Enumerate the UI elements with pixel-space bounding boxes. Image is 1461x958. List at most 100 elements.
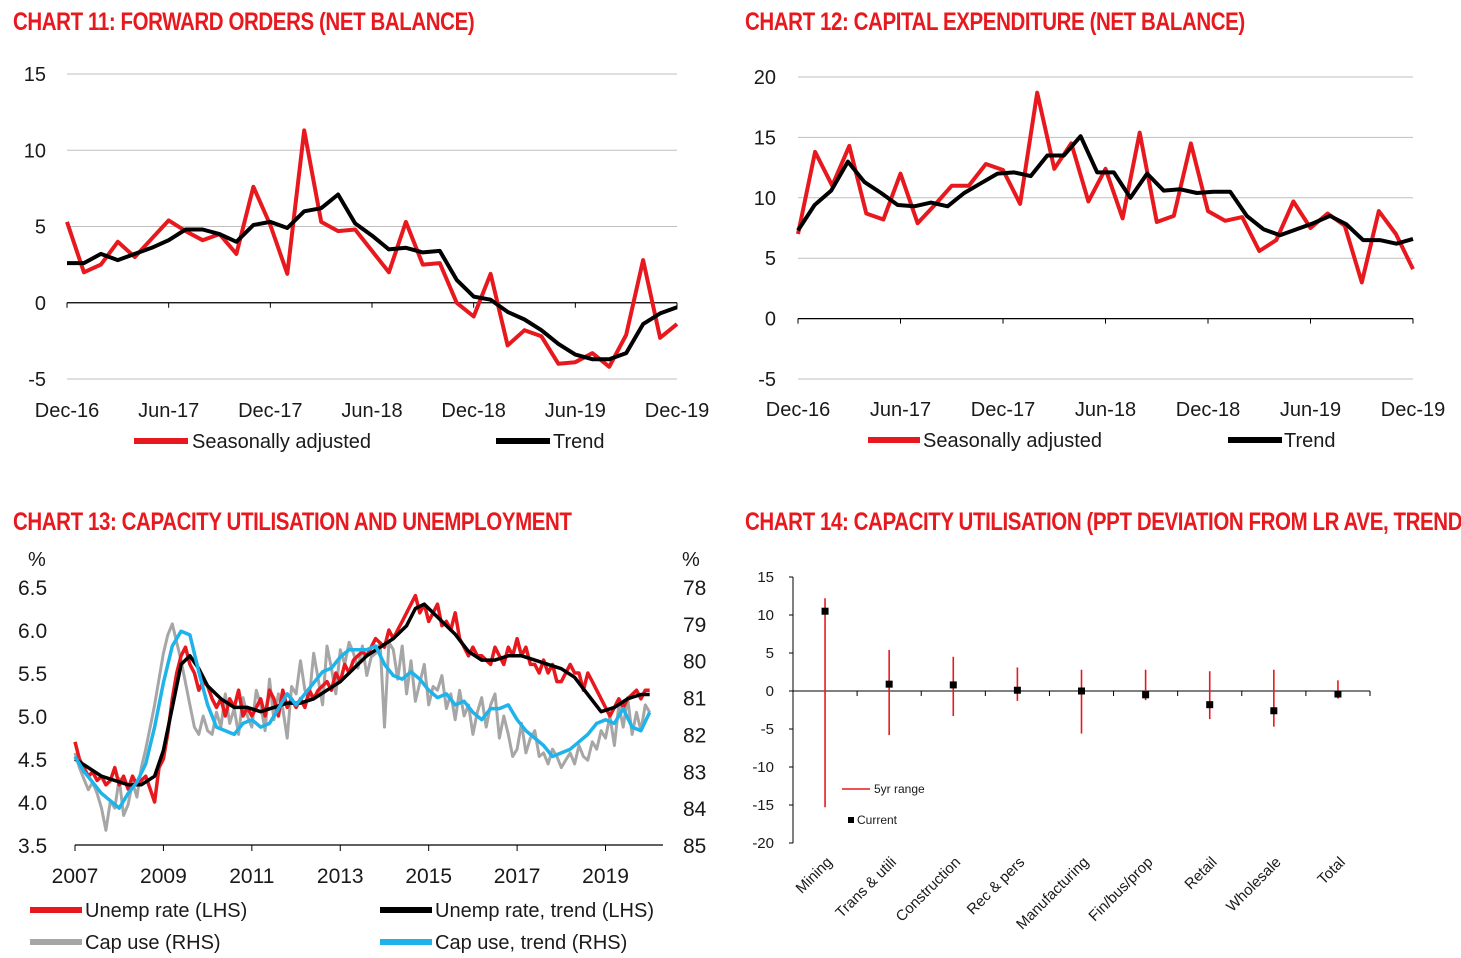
y-right-tick-label: 81 [683,688,706,711]
y-tick-label: -5 [28,369,46,391]
y-tick-label: 0 [35,293,46,315]
x-tick-label: Dec-18 [441,400,505,422]
chart-12-svg: -5 0 5 10 15 20 Dec-16 Jun-17 Dec-17 Jun-18 Dec-18… [754,67,1445,452]
y-tick-label: 10 [754,188,776,210]
y-tick-label: 20 [754,67,776,89]
y-left-tick-label: 5.0 [18,706,47,729]
legend-label-unemp-trend: Unemp rate, trend (LHS) [435,900,654,922]
y-tick-label: 5 [35,217,46,239]
legend-label-5yr-range: 5yr range [874,782,925,796]
y-tick-label: 0 [765,309,776,331]
y-tick-label: -5 [761,721,774,738]
chart-13-legend: Unemp rate (LHS) Unemp rate, trend (LHS)… [30,900,654,954]
x-tick-label: Dec-18 [1176,399,1240,421]
legend-swatch-current [848,817,854,823]
current-marker-wholesale [1270,707,1278,715]
x-tick-label: 2009 [140,865,187,888]
current-marker-fin-bus-prop [1142,691,1150,699]
series-line-cap-use-trend-rhs [73,629,652,810]
series-line-unemp-rate-trend-lhs [74,602,650,787]
y-right-tick-label: 80 [683,651,706,674]
y-tick-label: 10 [757,607,774,624]
current-marker-construction [949,681,957,689]
x-tick-label: Jun-19 [1280,399,1341,421]
series-line-cap-use-rhs [73,622,651,832]
y-tick-label: 10 [24,140,46,162]
x-tick-label: 2019 [582,865,629,888]
chart-11-legend: Seasonally adjusted Trend [134,431,605,453]
x-tick-label: Dec-17 [238,400,302,422]
y-left-tick-label: 4.5 [18,749,47,772]
y-left-tick-label: 5.5 [18,663,47,686]
series-line-trend [796,134,1414,246]
current-marker-manufacturing [1078,687,1085,695]
y-right-tick-label: 82 [683,724,706,747]
x-tick-label: 2011 [229,865,274,888]
legend-label-trend: Trend [1284,430,1336,452]
left-axis-unit: % [28,549,46,571]
category-label-construction: Construction [893,854,965,926]
current-marker-retail [1206,701,1214,709]
chart-11-panel: CHART 11: FORWARD ORDERS (NET BALANCE) -… [0,0,730,470]
legend-label-unemp-rate: Unemp rate (LHS) [85,900,247,922]
category-label-fin-bus-prop: Fin/bus/prop [1085,854,1156,925]
y-tick-label: 5 [765,248,776,270]
legend-label-cap-use: Cap use (RHS) [85,932,221,954]
x-tick-label: Dec-16 [766,399,830,421]
x-tick-label: 2017 [494,865,541,888]
chart-13-svg: % % 6.5 6.0 5.5 5.0 4.5 4.0 3.5 78 79 80 81 82 83 84 8… [18,549,707,954]
chart-12-title: CHART 12: CAPITAL EXPENDITURE (NET BALAN… [745,8,1245,36]
legend-label-trend: Trend [553,431,605,453]
y-right-tick-label: 79 [683,614,706,637]
chart-12-panel: CHART 12: CAPITAL EXPENDITURE (NET BALAN… [730,0,1461,470]
category-label-retail: Retail [1181,854,1220,893]
chart-14-legend: 5yr range Current [842,782,925,827]
y-tick-label: 5 [766,645,774,662]
x-tick-label: Dec-19 [1381,399,1445,421]
y-tick-label: 15 [24,64,46,86]
y-right-tick-label: 83 [683,761,706,784]
y-tick-label: 0 [766,683,774,700]
x-tick-label: Dec-16 [35,400,99,422]
x-tick-label: Jun-17 [138,400,199,422]
y-left-tick-label: 6.0 [18,620,47,643]
series-line-seasonally-adjusted [65,128,679,369]
legend-label-seasonally-adjusted: Seasonally adjusted [923,430,1102,452]
category-label-trans-utili: Trans & utili [832,854,900,922]
category-label-mining: Mining [793,854,836,897]
x-tick-label: Jun-19 [545,400,606,422]
y-tick-label: -15 [752,797,774,814]
category-label-wholesale: Wholesale [1223,854,1285,916]
series-line-trend [67,192,678,362]
chart-12-legend: Seasonally adjusted Trend [868,430,1336,452]
chart-11-svg: -5 0 5 10 15 Dec-16 Jun-17 Dec-17 Jun-18 Dec-18 Ju… [24,64,709,453]
chart-11-title: CHART 11: FORWARD ORDERS (NET BALANCE) [13,8,475,36]
x-tick-label: Jun-18 [1075,399,1136,421]
category-label-rec-pers: Rec & pers [964,854,1028,918]
y-left-tick-label: 4.0 [18,792,47,815]
current-marker-rec-pers [1013,686,1021,694]
current-marker-total [1334,690,1342,698]
right-axis-unit: % [682,549,700,571]
x-tick-label: 2013 [317,865,364,888]
y-left-tick-label: 6.5 [18,577,47,600]
y-right-tick-label: 84 [683,798,707,821]
x-tick-label: Jun-18 [341,400,402,422]
current-marker-trans-utili [885,680,893,688]
x-tick-label: Jun-17 [870,399,931,421]
y-tick-label: 15 [757,569,774,586]
legend-label-cap-use-trend: Cap use, trend (RHS) [435,932,627,954]
y-right-tick-label: 85 [683,835,706,858]
x-tick-label: 2007 [52,865,99,888]
series-line-seasonally-adjusted [796,90,1415,285]
x-tick-label: 2015 [405,865,452,888]
x-tick-label: Dec-17 [971,399,1035,421]
y-right-tick-label: 78 [683,577,706,600]
y-tick-label: -20 [752,835,774,852]
chart-14-panel: CHART 14: CAPACITY UTILISATION (PPT DEVI… [730,500,1461,958]
y-tick-label: -5 [758,369,776,391]
legend-label-current: Current [857,813,898,827]
y-tick-label: -10 [752,759,774,776]
x-tick-label: Dec-19 [645,400,709,422]
